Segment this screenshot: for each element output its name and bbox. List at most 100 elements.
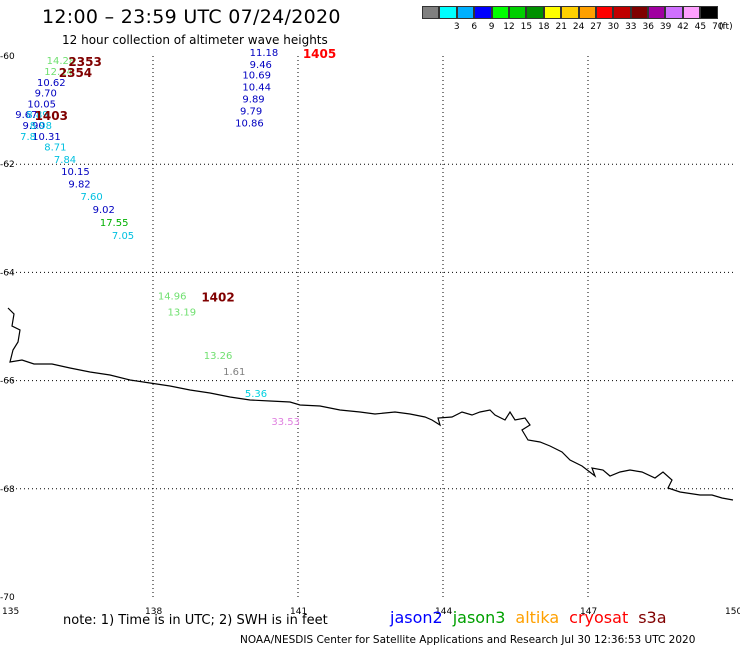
colorbar-cell — [456, 6, 475, 19]
wave-height-value: 9.70 — [35, 89, 57, 100]
wave-height-colorbar — [422, 6, 718, 19]
wave-height-value: 13.26 — [204, 351, 233, 362]
colorbar-cell — [491, 6, 509, 19]
wave-height-value: 7.8 — [20, 132, 36, 143]
colorbar-label: 27 — [590, 22, 602, 32]
colorbar-cell — [561, 6, 579, 19]
wave-height-value: 13.19 — [168, 308, 197, 319]
lon-tick-label: 147 — [580, 607, 597, 617]
colorbar-label: 36 — [642, 22, 654, 32]
lat-tick-label: -68 — [0, 485, 15, 495]
footer-credit: NOAA/NESDIS Center for Satellite Applica… — [240, 634, 696, 646]
wave-height-value: 9.90 — [23, 121, 45, 132]
axis-tick-labels: 135 138 141 144 147 150 -60 -62 -64 -66 -68 -70 — [0, 52, 740, 617]
lat-tick-label: -64 — [0, 268, 15, 278]
colorbar-label: 24 — [572, 22, 585, 32]
colorbar-cell — [665, 6, 683, 19]
wave-height-value: 11.18 — [250, 48, 279, 59]
colorbar-label: 39 — [659, 22, 672, 32]
legend-jason2: jason2 — [390, 608, 443, 627]
pass-time-label: 2354 — [59, 66, 92, 80]
legend-jason3: jason3 — [452, 608, 506, 627]
wave-height-value: 7.84 — [54, 155, 76, 166]
wave-height-value: 7.60 — [81, 192, 103, 203]
wave-height-value: 9.79 — [240, 106, 262, 117]
lon-tick-label: 135 — [2, 607, 19, 617]
lat-tick-label: -60 — [0, 52, 15, 62]
colorbar-unit: (ft) — [719, 22, 733, 32]
lon-tick-label: 144 — [435, 607, 452, 617]
wave-height-value: 10.05 — [27, 99, 56, 110]
colorbar-cell — [682, 6, 701, 19]
pass-time-label: 1402 — [201, 290, 234, 304]
wave-height-value: 9.46 — [250, 60, 272, 71]
colorbar-cell — [595, 6, 614, 19]
wave-height-value: 10.62 — [37, 78, 66, 89]
lat-tick-label: -66 — [0, 377, 15, 387]
coastline-path — [7, 307, 734, 501]
wave-height-labels: 14.2812.1410.629.7010.059.678.899.908.98… — [15, 48, 300, 428]
legend-cryosat: cryosat — [569, 608, 629, 627]
lon-tick-label: 138 — [145, 607, 162, 617]
colorbar-label: 12 — [503, 22, 515, 32]
pass-time-label: 1405 — [303, 47, 336, 61]
wave-height-value: 10.69 — [242, 71, 271, 82]
colorbar-cell — [648, 6, 666, 19]
lon-tick-label: 141 — [290, 607, 307, 617]
colorbar-cell — [613, 6, 631, 19]
wave-height-value: 10.15 — [61, 167, 90, 178]
wave-height-value: 14.96 — [158, 291, 187, 302]
wave-height-value: 14.28 — [47, 56, 76, 67]
wave-height-value: 10.31 — [32, 132, 61, 143]
colorbar-cell — [474, 6, 492, 19]
colorbar-cell — [543, 6, 562, 19]
pass-time-label: 2353 — [68, 55, 101, 69]
map-subtitle: 12 hour collection of altimeter wave hei… — [62, 33, 328, 47]
colorbar-label: 9 — [488, 22, 495, 32]
satellite-legend: jason2 jason3 altika cryosat s3a — [390, 608, 677, 627]
colorbar-cell — [422, 6, 440, 19]
wave-height-value: 10.86 — [235, 118, 264, 129]
wave-height-value: 7.05 — [112, 231, 134, 242]
colorbar-label: 6 — [471, 22, 478, 32]
map-title: 12:00 – 23:59 UTC 07/24/2020 — [42, 6, 341, 28]
footer-note: note: 1) Time is in UTC; 2) SWH is in fe… — [63, 613, 328, 628]
colorbar-cell — [508, 6, 527, 19]
wave-height-value: 33.53 — [271, 417, 300, 428]
colorbar-label: 18 — [538, 22, 550, 32]
colorbar-cell — [700, 6, 718, 19]
wave-height-value: 8.71 — [44, 143, 66, 154]
wave-height-value: 17.55 — [100, 218, 129, 229]
colorbar-cell — [630, 6, 649, 19]
colorbar-label: 30 — [607, 22, 620, 32]
wave-height-value: 1.61 — [223, 367, 245, 378]
colorbar-label: 33 — [625, 22, 637, 32]
colorbar-label: 21 — [555, 22, 567, 32]
colorbar-label: 70 — [712, 22, 724, 32]
colorbar-cell — [578, 6, 596, 19]
colorbar-label: 3 — [453, 22, 460, 32]
pass-time-label: 1403 — [35, 109, 68, 123]
wave-height-value: 8.98 — [30, 121, 52, 132]
colorbar-label: 45 — [694, 22, 707, 32]
colorbar-cell — [439, 6, 457, 19]
wave-height-value: 9.89 — [242, 95, 264, 106]
colorbar-label: 42 — [677, 22, 689, 32]
legend-s3a: s3a — [638, 608, 667, 627]
lat-tick-label: -62 — [0, 160, 15, 170]
wave-height-value: 12.14 — [44, 67, 73, 78]
wave-height-value: 8.89 — [26, 110, 48, 121]
wave-height-value: 9.82 — [68, 179, 90, 190]
wave-height-value: 5.36 — [245, 389, 267, 400]
colorbar-label: 15 — [520, 22, 533, 32]
graticule — [8, 56, 733, 597]
wave-height-value: 9.02 — [93, 205, 115, 216]
legend-altika: altika — [515, 608, 560, 627]
antarctic-coastline — [7, 307, 734, 501]
wave-height-value: 9.67 — [15, 110, 37, 121]
lat-tick-label: -70 — [0, 593, 15, 603]
lon-tick-label: 150 — [725, 607, 740, 617]
wave-height-value: 10.44 — [242, 83, 271, 94]
